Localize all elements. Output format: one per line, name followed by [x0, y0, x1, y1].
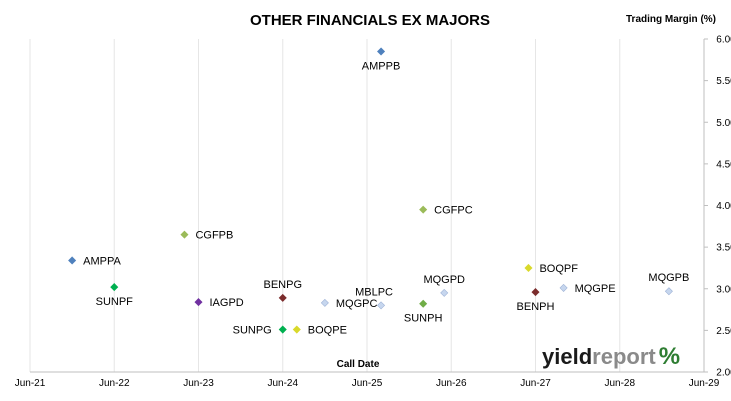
x-tick-label: Jun-24 — [267, 378, 298, 389]
point-sunph — [419, 299, 428, 308]
chart-title: OTHER FINANCIALS EX MAJORS — [250, 12, 490, 29]
logo-word-yield: yield — [542, 344, 592, 369]
point-mqgpe — [559, 283, 568, 292]
point-mqgpc — [320, 298, 329, 307]
point-label-benph: BENPH — [517, 301, 555, 313]
point-label-sunpf: SUNPF — [96, 296, 134, 308]
x-tick-label: Jun-21 — [15, 378, 46, 389]
y-tick-label: 4.50 — [716, 159, 731, 170]
y-tick-label: 4.00 — [716, 201, 731, 212]
point-label-benpg: BENPG — [263, 279, 302, 291]
axes: Jun-21 Jun-22 Jun-23 Jun-24 Jun-25 Jun-26 Jun-… — [15, 35, 731, 390]
point-label-mblpc: MBLPC — [355, 286, 393, 298]
point-amppa — [68, 256, 77, 265]
point-label-cgfpb: CGFPB — [195, 230, 233, 242]
gridlines — [29, 39, 705, 372]
x-tick-label: Jun-27 — [520, 378, 551, 389]
y-tick-label: 5.00 — [716, 118, 731, 129]
x-tick-label: Jun-22 — [99, 378, 130, 389]
point-label-sunph: SUNPH — [404, 313, 443, 325]
point-sunpf — [110, 283, 119, 292]
x-tick-label: Jun-29 — [689, 378, 720, 389]
point-mqgpd — [440, 288, 449, 297]
point-label-amppa: AMPPA — [83, 255, 121, 267]
point-boqpf — [524, 263, 533, 272]
point-label-mqgpb: MQGPB — [648, 272, 689, 284]
point-iagpd — [194, 298, 203, 307]
point-cgfpb — [180, 230, 189, 239]
y-tick-label: 2.00 — [716, 368, 731, 379]
point-label-iagpd: IAGPD — [210, 297, 244, 309]
point-label-cgfpc: CGFPC — [434, 205, 473, 217]
logo-word-report: report — [592, 344, 656, 369]
y-tick-label: 2.50 — [716, 326, 731, 337]
x-axis-title: Call Date — [337, 359, 380, 370]
point-label-boqpf: BOQPF — [539, 263, 578, 275]
point-amppb — [377, 47, 386, 56]
svg-text:yieldreport%: yieldreport% — [542, 343, 680, 370]
x-tick-label: Jun-26 — [436, 378, 467, 389]
point-benph — [531, 288, 540, 297]
data-points: AMPPA SUNPF CGFPB IAGPD BENPG SUNPG BOQPE MQGPC… — [68, 47, 689, 337]
logo-percent-icon: % — [659, 343, 680, 370]
point-label-mqgpc: MQGPC — [336, 298, 378, 310]
point-label-boqpe: BOQPE — [308, 325, 347, 337]
x-tick-label: Jun-28 — [604, 378, 635, 389]
y-axis-title: Trading Margin (%) — [626, 14, 716, 25]
point-benpg — [278, 293, 287, 302]
y-tick-label: 3.00 — [716, 284, 731, 295]
point-mqgpb — [664, 287, 673, 296]
point-label-mqgpe: MQGPE — [575, 283, 616, 295]
y-tick-label: 5.50 — [716, 76, 731, 87]
y-tick-label: 3.50 — [716, 243, 731, 254]
x-tick-label: Jun-25 — [352, 378, 383, 389]
point-sunpg — [278, 325, 287, 334]
yieldreport-logo: yieldreport% — [542, 343, 680, 370]
point-boqpe — [292, 325, 301, 334]
x-tick-label: Jun-23 — [183, 378, 214, 389]
y-tick-label: 6.00 — [716, 35, 731, 46]
point-label-amppb: AMPPB — [362, 60, 401, 72]
point-mblpc — [377, 301, 386, 310]
point-label-mqgpd: MQGPD — [423, 274, 465, 286]
point-cgfpc — [419, 205, 428, 214]
point-label-sunpg: SUNPG — [233, 325, 272, 337]
